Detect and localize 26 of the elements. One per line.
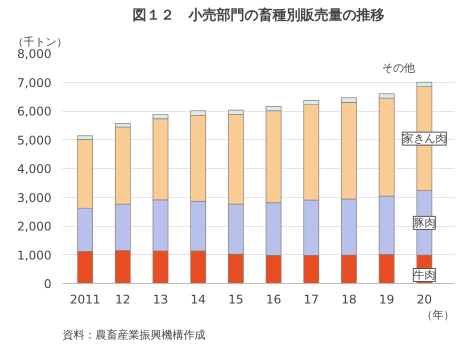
series-label: 家きん肉 (402, 132, 446, 146)
x-axis-title: （年） (422, 308, 454, 322)
series-label: その他 (382, 61, 415, 74)
y-tick-label: 4,000 (17, 162, 52, 176)
x-tick-label: 12 (115, 292, 130, 306)
chart-title: 図１２ 小売部門の畜種別販売量の推移 (132, 6, 384, 24)
x-tick-label: 18 (341, 292, 357, 306)
x-tick-label: 16 (266, 292, 282, 306)
x-tick-label: 13 (152, 292, 168, 306)
y-tick-label: 7,000 (17, 76, 52, 90)
y-tick-label: 6,000 (17, 104, 52, 118)
y-tick-label: 8,000 (17, 47, 52, 61)
y-tick-label: 0 (44, 277, 52, 291)
x-tick-label: 17 (304, 292, 319, 306)
x-tick-label: 15 (228, 292, 244, 306)
x-tick-label: 2011 (70, 292, 100, 306)
text: 資料：農畜産業振興機構作成 (62, 328, 206, 342)
y-axis-title: （千トン） (12, 36, 68, 48)
y-tick-label: 5,000 (17, 133, 52, 148)
x-tick-label: 20 (416, 292, 432, 306)
x-tick-label: 14 (190, 292, 206, 306)
y-tick-label: 1,000 (17, 248, 52, 262)
series-label: 豚肉 (413, 216, 436, 230)
y-tick-label: 3,000 (17, 190, 52, 205)
y-tick-label: 2,000 (17, 220, 52, 234)
x-tick-label: 19 (379, 292, 394, 306)
